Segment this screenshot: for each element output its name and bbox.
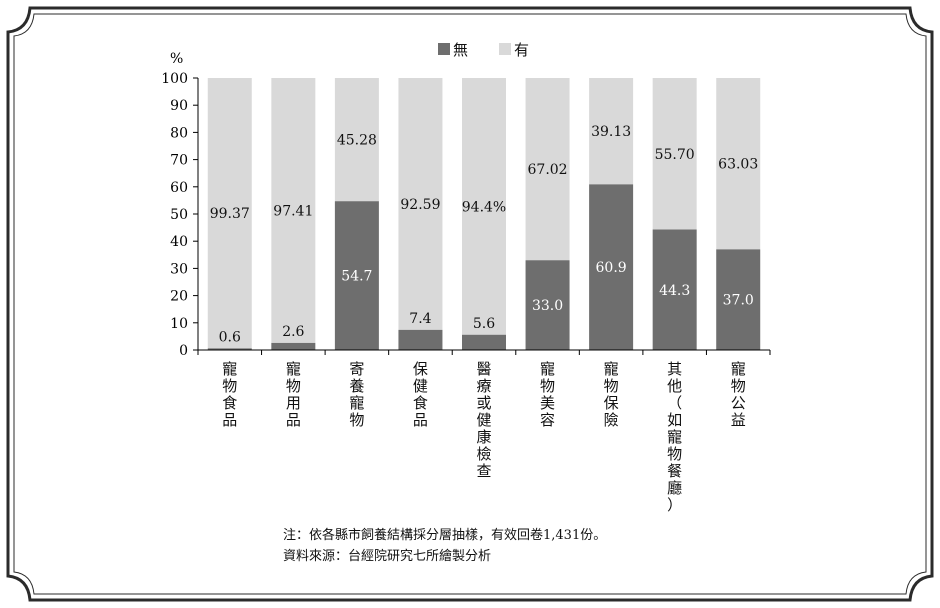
- data-label-wu: 2.6: [282, 324, 304, 340]
- y-tick-label: 20: [170, 289, 188, 305]
- data-label-you: 55.70: [655, 147, 695, 163]
- bars: 0.6 99.37 2.6 97.41 54.7 45.28 7.4 92.59 5.6 94.4…: [207, 78, 761, 350]
- data-label-wu: 0.6: [219, 329, 241, 345]
- bar-segment-you: [525, 78, 570, 261]
- bar-segment-wu: [207, 348, 252, 350]
- x-category-label: 寵物美容: [540, 360, 555, 429]
- data-label-you: 92.59: [400, 197, 440, 213]
- bar-segment-you: [271, 78, 316, 343]
- y-tick-label: 10: [170, 316, 188, 332]
- y-tick-label: 30: [170, 261, 188, 277]
- legend: 無有: [438, 41, 529, 59]
- data-label-you: 97.41: [273, 203, 313, 219]
- bar-segment-you: [334, 78, 379, 202]
- data-label-wu: 60.9: [596, 260, 627, 276]
- bar-segment-you: [589, 78, 634, 185]
- data-label-you: 99.37: [210, 206, 250, 222]
- bar-segment-you: [462, 78, 506, 335]
- x-category-label: 寵物保險: [604, 360, 619, 429]
- bar-segment-wu: [652, 229, 697, 350]
- data-label-you: 94.4%: [462, 199, 506, 215]
- data-label-wu: 33.0: [532, 298, 563, 314]
- data-label-you: 45.28: [337, 133, 377, 149]
- bar-segment-wu: [716, 249, 761, 350]
- bar-segment-wu: [589, 184, 634, 350]
- y-tick-label: 50: [170, 207, 188, 223]
- legend-swatch: [438, 43, 450, 55]
- bar-segment-you: [207, 78, 252, 349]
- y-tick-label: 0: [179, 343, 188, 359]
- data-label-wu: 37.0: [723, 293, 754, 309]
- x-category-label: 寵物公益: [731, 360, 746, 429]
- legend-label: 無: [453, 41, 468, 59]
- x-category-label: 其他（如寵物餐廳）: [667, 360, 682, 514]
- bar-segment-wu: [334, 201, 379, 350]
- data-label-wu: 5.6: [473, 316, 495, 332]
- legend-label: 有: [514, 41, 529, 59]
- x-category-label: 保健食品: [413, 360, 428, 429]
- data-label-you: 67.02: [528, 162, 568, 178]
- y-tick-label: 100: [161, 71, 188, 87]
- x-category-label: 寄養寵物: [349, 360, 364, 429]
- bar-segment-you: [398, 78, 443, 330]
- bar-segment-wu: [398, 329, 443, 350]
- bar-segment-wu: [525, 260, 570, 350]
- y-axis: 0 10 20 30 40 50 60 70 80 90 100: [161, 71, 199, 359]
- y-tick-label: 90: [170, 98, 188, 114]
- footnote-sampling: 注：依各縣市飼養結構採分層抽樣，有效回卷1,431份。: [283, 528, 607, 543]
- legend-swatch: [499, 43, 511, 55]
- y-tick-label: 60: [170, 180, 188, 196]
- data-label-wu: 44.3: [659, 283, 690, 299]
- bar-segment-wu: [462, 334, 506, 350]
- bar-segment-wu: [271, 342, 316, 350]
- y-axis-unit-label: %: [170, 51, 183, 67]
- bar-segment-you: [652, 78, 697, 230]
- x-axis: 寵物食品 寵物用品 寄養寵物 保健食品 醫療或健康檢查 寵物美容 寵物保險 其他（如寵物餐廳）…: [197, 349, 771, 514]
- x-category-label: 寵物食品: [222, 360, 237, 429]
- bar-segment-you: [716, 78, 761, 250]
- y-tick-label: 70: [170, 153, 188, 169]
- data-label-wu: 54.7: [341, 269, 372, 285]
- data-label-wu: 7.4: [409, 311, 431, 327]
- y-tick-label: 40: [170, 234, 188, 250]
- x-category-label: 寵物用品: [286, 360, 301, 429]
- data-label-you: 39.13: [591, 124, 631, 140]
- data-label-you: 63.03: [718, 157, 758, 173]
- y-tick-label: 80: [170, 125, 188, 141]
- x-category-label: 醫療或健康檢查: [476, 360, 491, 480]
- footnote-source: 資料來源：台經院研究七所繪製分析: [283, 549, 492, 564]
